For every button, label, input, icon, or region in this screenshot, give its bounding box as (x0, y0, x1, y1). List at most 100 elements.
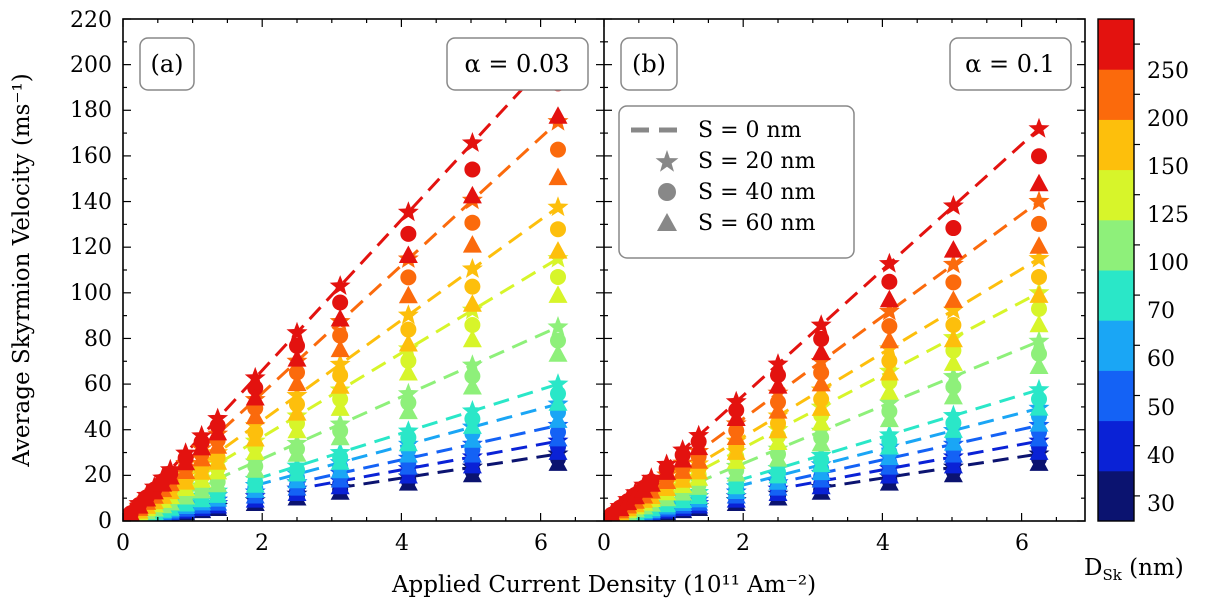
triangle-point (330, 469, 350, 488)
colorbar-title-symbol: D (1084, 555, 1102, 581)
triangle-point (1029, 398, 1049, 416)
triangle-point (811, 398, 831, 416)
triangle-point (548, 410, 568, 428)
legend: S = 0 nm S = 20 nm S = 40 nm S = 60 nm (618, 105, 855, 259)
triangle-point (160, 466, 180, 485)
y-tick-label: 80 (84, 327, 112, 352)
series-200-fit-line (128, 117, 563, 516)
colorbar-tick-label: 30 (1147, 492, 1175, 517)
triangle-point (287, 463, 307, 482)
x-tick-label: 0 (597, 531, 611, 556)
triangle-point (768, 432, 788, 451)
triangle-point (625, 486, 645, 505)
star-point (767, 353, 789, 373)
triangle-point (943, 353, 963, 371)
circle-point (550, 268, 566, 285)
circle-point (945, 220, 962, 237)
triangle-point (811, 413, 831, 431)
triangle-point (673, 450, 693, 468)
panel-b-alpha-box (949, 37, 1072, 91)
circle-point (289, 337, 305, 354)
triangle-point (462, 416, 482, 434)
triangle-point (287, 403, 307, 421)
star-point (1028, 117, 1050, 138)
colorbar-segment (1098, 69, 1134, 120)
x-tick-labels-b: 0 2 4 6 (597, 531, 1029, 556)
triangle-point (192, 480, 212, 499)
star-point (942, 404, 964, 425)
triangle-point (943, 444, 963, 463)
triangle-point (398, 362, 418, 381)
star-point (942, 365, 964, 386)
star-point (329, 275, 351, 295)
triangle-icon (657, 213, 677, 231)
triangle-point (208, 485, 228, 503)
legend-entry-star: S = 20 nm (655, 149, 816, 174)
triangle-point (943, 240, 963, 258)
triangle-point (548, 344, 568, 362)
circle-point (400, 321, 417, 338)
colorbar-title-subscript: Sk (1102, 566, 1122, 584)
y-tick-label: 60 (84, 372, 112, 397)
triangle-point (604, 505, 621, 521)
circle-point (550, 332, 566, 349)
panel-b-alpha-label: α = 0.1 (965, 50, 1055, 78)
triangle-point (208, 461, 228, 480)
star-point (878, 392, 900, 412)
triangle-point (726, 427, 746, 445)
legend-entry-triangle: S = 60 nm (657, 211, 816, 236)
circle-point (945, 378, 962, 395)
triangle-point (768, 449, 788, 467)
triangle-point (1029, 285, 1049, 303)
legend-box (618, 105, 855, 259)
series-50-fit-line (770, 423, 1043, 486)
triangle-point (245, 406, 265, 425)
circle-point (813, 364, 830, 381)
circle-point (1031, 268, 1047, 285)
circle-point (770, 367, 786, 384)
triangle-point (879, 465, 899, 484)
triangle-point (1029, 314, 1049, 333)
star-point (1028, 378, 1050, 399)
triangle-point (398, 245, 418, 263)
triangle-point (287, 349, 307, 367)
circle-point (945, 316, 962, 333)
circle-point (332, 327, 349, 344)
series-30-fit-line (819, 451, 1043, 490)
x-tick-label: 4 (395, 531, 409, 556)
circle-point (464, 368, 481, 385)
triangle-point (245, 442, 265, 460)
circle-point (813, 330, 830, 347)
colorbar-tick-label: 200 (1147, 107, 1189, 132)
colorbar-segment (1098, 470, 1134, 522)
triangle-point (726, 408, 746, 426)
y-tick-label: 20 (84, 463, 112, 488)
triangle-point (245, 460, 265, 478)
series-30-fit-line (338, 451, 562, 490)
y-tick-label: 100 (70, 281, 112, 306)
triangle-point (398, 333, 418, 352)
star-point (397, 304, 419, 325)
star-point (1028, 247, 1050, 268)
triangle-point (176, 452, 196, 471)
colorbar-title-unit: (nm) (1122, 555, 1184, 581)
star-point (942, 253, 964, 274)
triangle-point (1029, 442, 1049, 460)
circle-point (332, 367, 349, 384)
star-point (397, 382, 419, 403)
series-100-fit-line (673, 338, 1044, 494)
triangle-point (879, 436, 899, 455)
star-point (461, 354, 483, 375)
triangle-point (462, 464, 482, 483)
triangle-point (176, 461, 196, 480)
circle-point (1031, 345, 1047, 362)
triangle-point (943, 433, 963, 451)
triangle-point (548, 393, 568, 411)
panel-b-tag-box (620, 37, 678, 91)
star-point (547, 373, 569, 393)
y-tick-labels: 0 20 40 60 80 100 120 140 160 180 200 22… (70, 8, 112, 534)
triangle-point (192, 448, 212, 467)
colorbar-tick-label: 100 (1147, 251, 1189, 276)
y-tick-label: 160 (70, 144, 112, 169)
star-point (878, 300, 900, 321)
